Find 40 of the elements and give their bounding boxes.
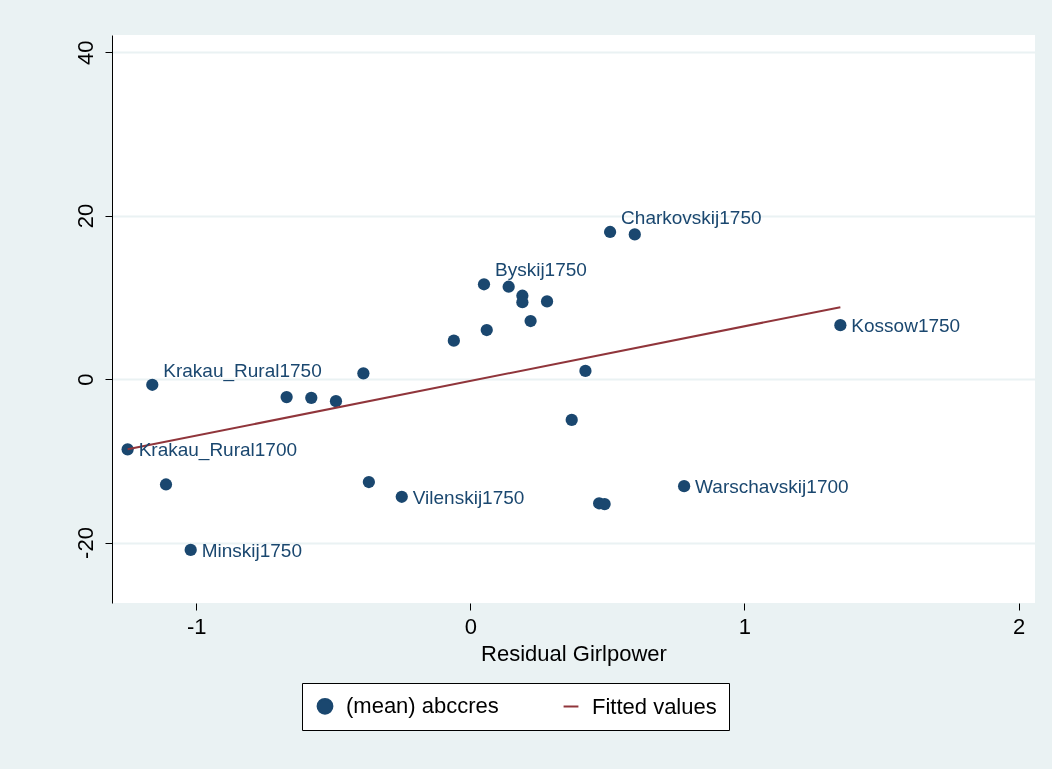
y-tick-label: 20 bbox=[72, 203, 98, 229]
x-tick-label: 0 bbox=[464, 613, 477, 639]
point bbox=[502, 280, 515, 293]
legend-label: Fitted values bbox=[592, 693, 717, 719]
point bbox=[329, 395, 343, 408]
annotation: Krakau_Rural1700 bbox=[138, 439, 298, 462]
annotation: Vilenskij1750 bbox=[412, 486, 525, 508]
point bbox=[305, 391, 318, 404]
annotation: Charkovskij1750 bbox=[621, 206, 762, 228]
point bbox=[477, 278, 491, 291]
y-tick-label: -20 bbox=[72, 527, 98, 559]
point bbox=[159, 478, 173, 491]
point bbox=[447, 334, 460, 347]
y-tick-label: 40 bbox=[72, 40, 98, 65]
point bbox=[834, 319, 847, 332]
annotation: Minskij1750 bbox=[201, 539, 302, 561]
point bbox=[362, 475, 375, 489]
x-tick-label: 2 bbox=[1012, 613, 1026, 639]
y-tick-label: 0 bbox=[72, 373, 98, 386]
point bbox=[565, 413, 578, 427]
point bbox=[524, 314, 537, 328]
point bbox=[677, 480, 691, 493]
point bbox=[146, 378, 159, 391]
legend-label: (mean) abccres bbox=[346, 693, 499, 719]
annotation: Warschavskij1700 bbox=[695, 476, 849, 498]
point bbox=[184, 543, 197, 556]
annotation: Kossow1750 bbox=[851, 315, 961, 337]
point bbox=[579, 364, 592, 378]
x-tick-label: -1 bbox=[186, 613, 207, 639]
annotation: Krakau_Rural1750 bbox=[163, 359, 322, 382]
x-axis-title: Residual Girlpower bbox=[481, 640, 667, 666]
point bbox=[628, 228, 641, 241]
point bbox=[357, 367, 370, 380]
point bbox=[540, 295, 554, 308]
point bbox=[395, 490, 408, 503]
point bbox=[280, 390, 293, 404]
point bbox=[480, 323, 493, 337]
x-tick-label: 1 bbox=[738, 613, 752, 639]
annotation: Byskij1750 bbox=[495, 259, 587, 281]
point bbox=[603, 225, 617, 239]
